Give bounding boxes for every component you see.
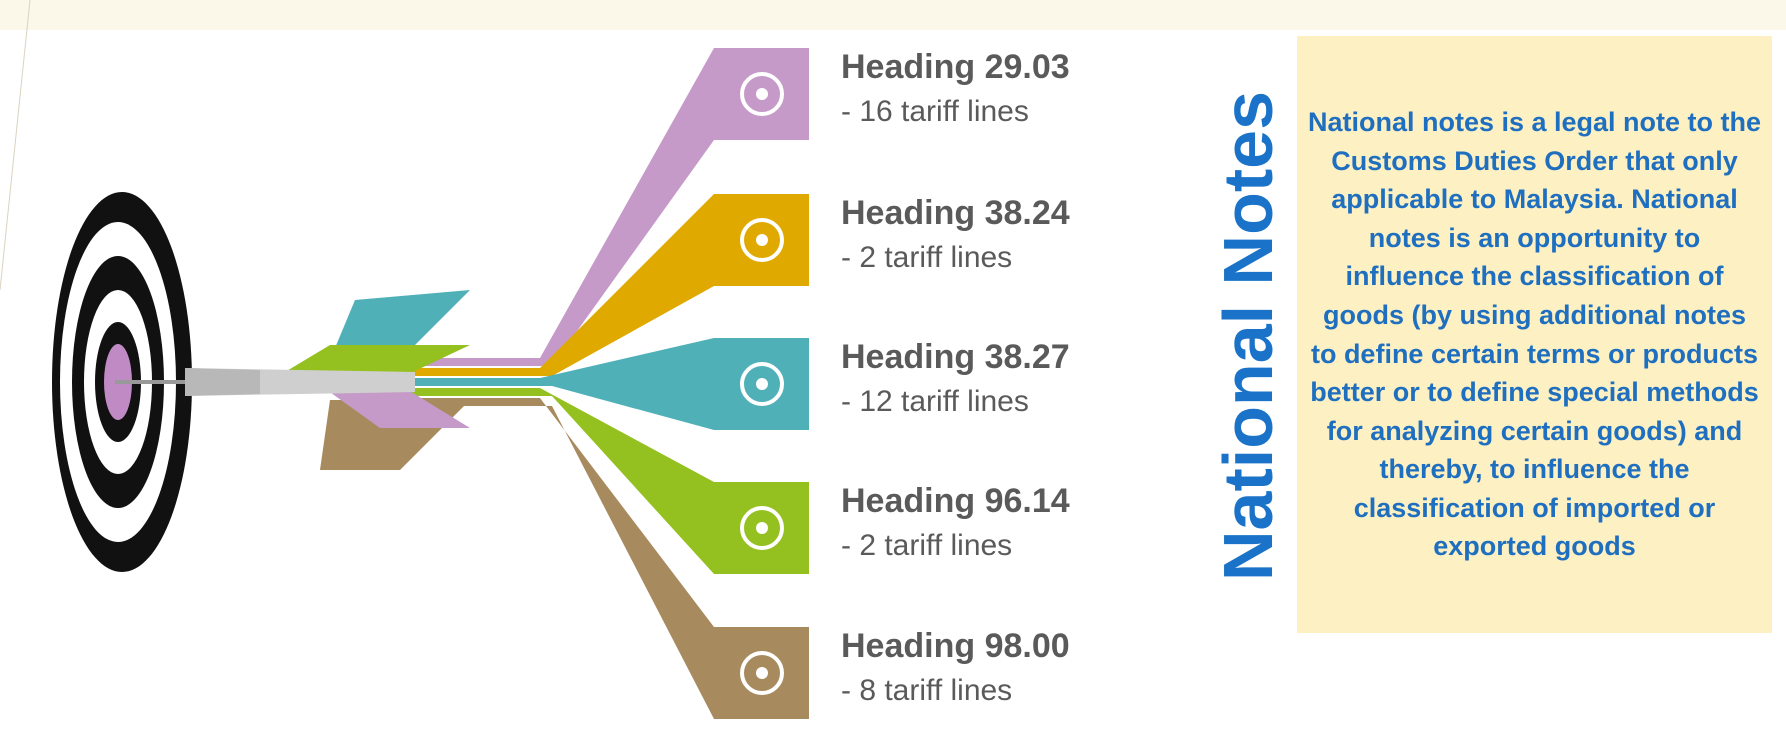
icon-dot [756,88,768,100]
item-lines: - 12 tariff lines [841,385,1029,418]
note-box: National notes is a legal note to the Cu… [1297,36,1772,633]
icon-dot [756,522,768,534]
item-lines: - 2 tariff lines [841,529,1012,562]
item-lines: - 16 tariff lines [841,95,1029,128]
deco-line [0,0,30,290]
item-heading: Heading 96.14 [841,482,1070,520]
item-heading: Heading 38.24 [841,194,1070,232]
page: National Notes Heading 29.03 - 16 tariff … [0,0,1786,744]
icon-dot [756,378,768,390]
item-heading: Heading 98.00 [841,627,1070,665]
vertical-title: National Notes [1209,91,1287,581]
bands [400,48,809,719]
band [400,338,809,430]
item-heading: Heading 29.03 [841,48,1070,86]
item-heading: Heading 38.27 [841,338,1070,376]
item-lines: - 2 tariff lines [841,241,1012,274]
icon-dot [756,667,768,679]
top-band [0,0,1786,30]
icon-dot [756,234,768,246]
item-lines: - 8 tariff lines [841,674,1012,707]
